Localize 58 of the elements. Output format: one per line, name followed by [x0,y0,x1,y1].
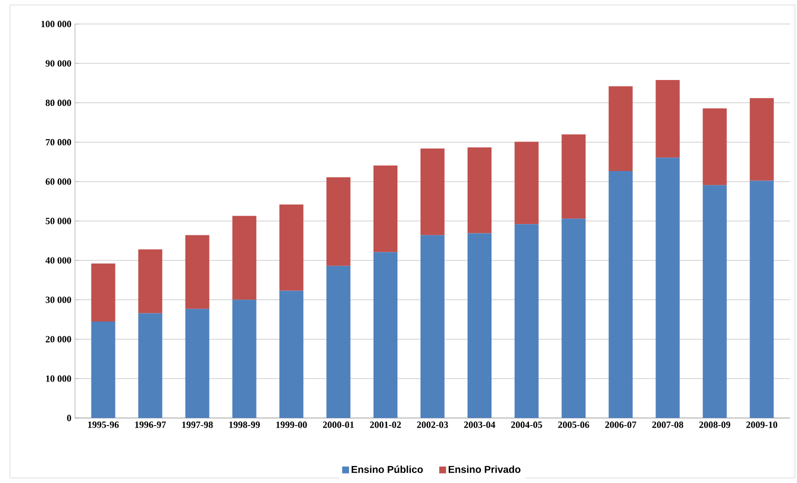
legend-label: Ensino Público [352,466,423,473]
x-tick-label: 2005-06 [558,422,590,428]
y-tick-label: 90 000 [46,60,72,67]
x-tick-label: 2007-08 [652,422,684,428]
x-tick-label: 2009-10 [746,422,778,428]
x-tick-label: 2002-03 [417,422,448,428]
bar [750,98,774,181]
x-tick-label: 2004-05 [511,422,542,428]
bar [232,300,256,418]
bar [279,290,304,418]
bar [656,158,680,418]
bar [373,165,398,252]
y-tick-label: 20 000 [46,336,72,342]
y-tick-label: 40 000 [45,257,72,264]
x-tick-label: 2001-02 [370,422,401,428]
x-tick-label: 2000-01 [322,422,354,428]
bar [185,308,210,418]
bar [326,177,350,266]
bar [468,233,492,418]
bar [91,321,116,418]
x-tick-label: 1998-99 [229,422,260,428]
x-tick-label: 1995-96 [88,422,119,428]
bar [608,170,633,418]
bar [514,224,539,418]
bar [702,108,727,186]
bar [279,204,304,291]
x-tick-label: 2006-07 [605,422,636,428]
y-tick-label: 80 000 [46,100,72,106]
y-tick-label: 0 [67,414,72,422]
bar [138,249,162,314]
bar [514,142,539,224]
x-tick-label: 1997-98 [182,422,213,428]
bar [656,80,680,158]
bar [562,218,586,418]
x-tick-label: 2003-04 [464,422,496,428]
x-tick-label: 2008-09 [699,422,730,428]
bar [326,266,350,418]
y-tick-label: 50 000 [46,218,72,224]
y-tick-label: 100 000 [41,20,72,28]
bar [750,180,774,418]
bar [702,185,727,418]
bar [562,134,586,219]
bar [420,235,445,418]
x-tick-label: 1999-00 [276,422,307,428]
bar [468,147,492,234]
bar [232,216,256,300]
y-tick-label: 70 000 [46,138,72,146]
x-tick-label: 1996-97 [135,422,166,428]
bar [420,148,445,236]
bar [185,235,210,309]
bar [91,264,116,322]
y-tick-label: 30 000 [46,296,72,304]
y-tick-label: 60 000 [46,178,72,185]
bar [138,313,162,418]
y-tick-label: 10 000 [46,375,72,382]
bar [608,86,633,171]
legend-label: Ensino Privado [448,466,520,473]
bar [373,252,398,418]
